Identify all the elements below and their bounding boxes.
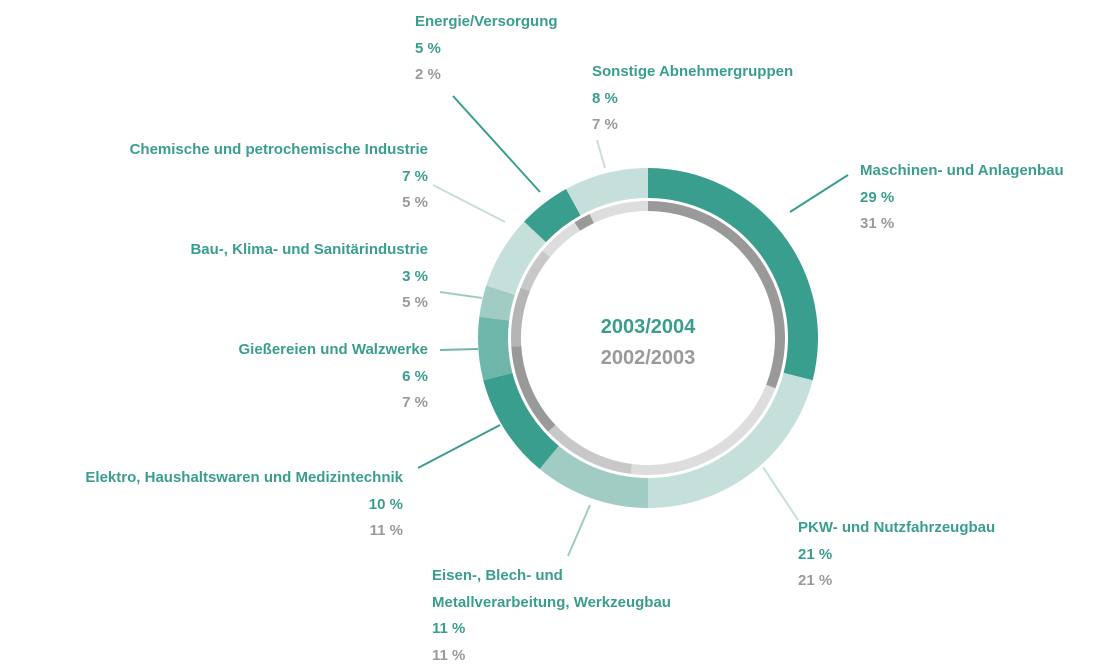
leader-line — [790, 175, 848, 212]
value-label: 5 % — [415, 36, 558, 63]
leader-line — [440, 292, 482, 298]
series-name: 2003/2004 — [601, 316, 696, 338]
category-label: Sonstige Abnehmergruppen — [592, 59, 793, 86]
value-label: 5 % — [130, 190, 428, 217]
category-label: Maschinen- und Anlagenbau — [860, 158, 1064, 185]
category-label: Chemische und petrochemische Industrie — [130, 137, 428, 164]
leader-line — [453, 96, 540, 192]
value-label: 8 % — [592, 86, 793, 113]
leader-line — [433, 185, 505, 222]
value-label: 3 % — [190, 264, 428, 291]
segment-label: Elektro, Haushaltswaren und Medizintechn… — [85, 465, 403, 545]
leader-line — [763, 467, 798, 520]
value-label: 11 % — [432, 616, 671, 643]
segment-label: Eisen-, Blech- und Metallverarbeitung, W… — [432, 563, 671, 669]
leader-line — [597, 140, 605, 168]
category-label: Elektro, Haushaltswaren und Medizintechn… — [85, 465, 403, 492]
category-label: Gießereien und Walzwerke — [239, 337, 429, 364]
leader-line — [568, 505, 590, 556]
value-label: 7 % — [239, 390, 429, 417]
value-label: 6 % — [239, 364, 429, 391]
value-label: 7 % — [130, 164, 428, 191]
value-label: 11 % — [85, 518, 403, 545]
value-label: 29 % — [860, 185, 1064, 212]
value-label: 10 % — [85, 492, 403, 519]
donut-segment — [478, 317, 512, 381]
category-label: Energie/Versorgung — [415, 9, 558, 36]
series-name: 2002/2003 — [601, 347, 696, 369]
category-label: Bau-, Klima- und Sanitärindustrie — [190, 237, 428, 264]
value-label: 2 % — [415, 62, 558, 89]
value-label: 7 % — [592, 112, 793, 139]
value-label: 21 % — [798, 542, 995, 569]
value-label: 31 % — [860, 211, 1064, 238]
category-label: PKW- und Nutzfahrzeugbau — [798, 515, 995, 542]
value-label: 5 % — [190, 290, 428, 317]
value-label: 21 % — [798, 568, 995, 595]
value-label: 11 % — [432, 643, 671, 669]
leader-line — [440, 349, 478, 350]
leader-line — [418, 425, 500, 468]
category-label: Eisen-, Blech- und Metallverarbeitung, W… — [432, 563, 671, 616]
